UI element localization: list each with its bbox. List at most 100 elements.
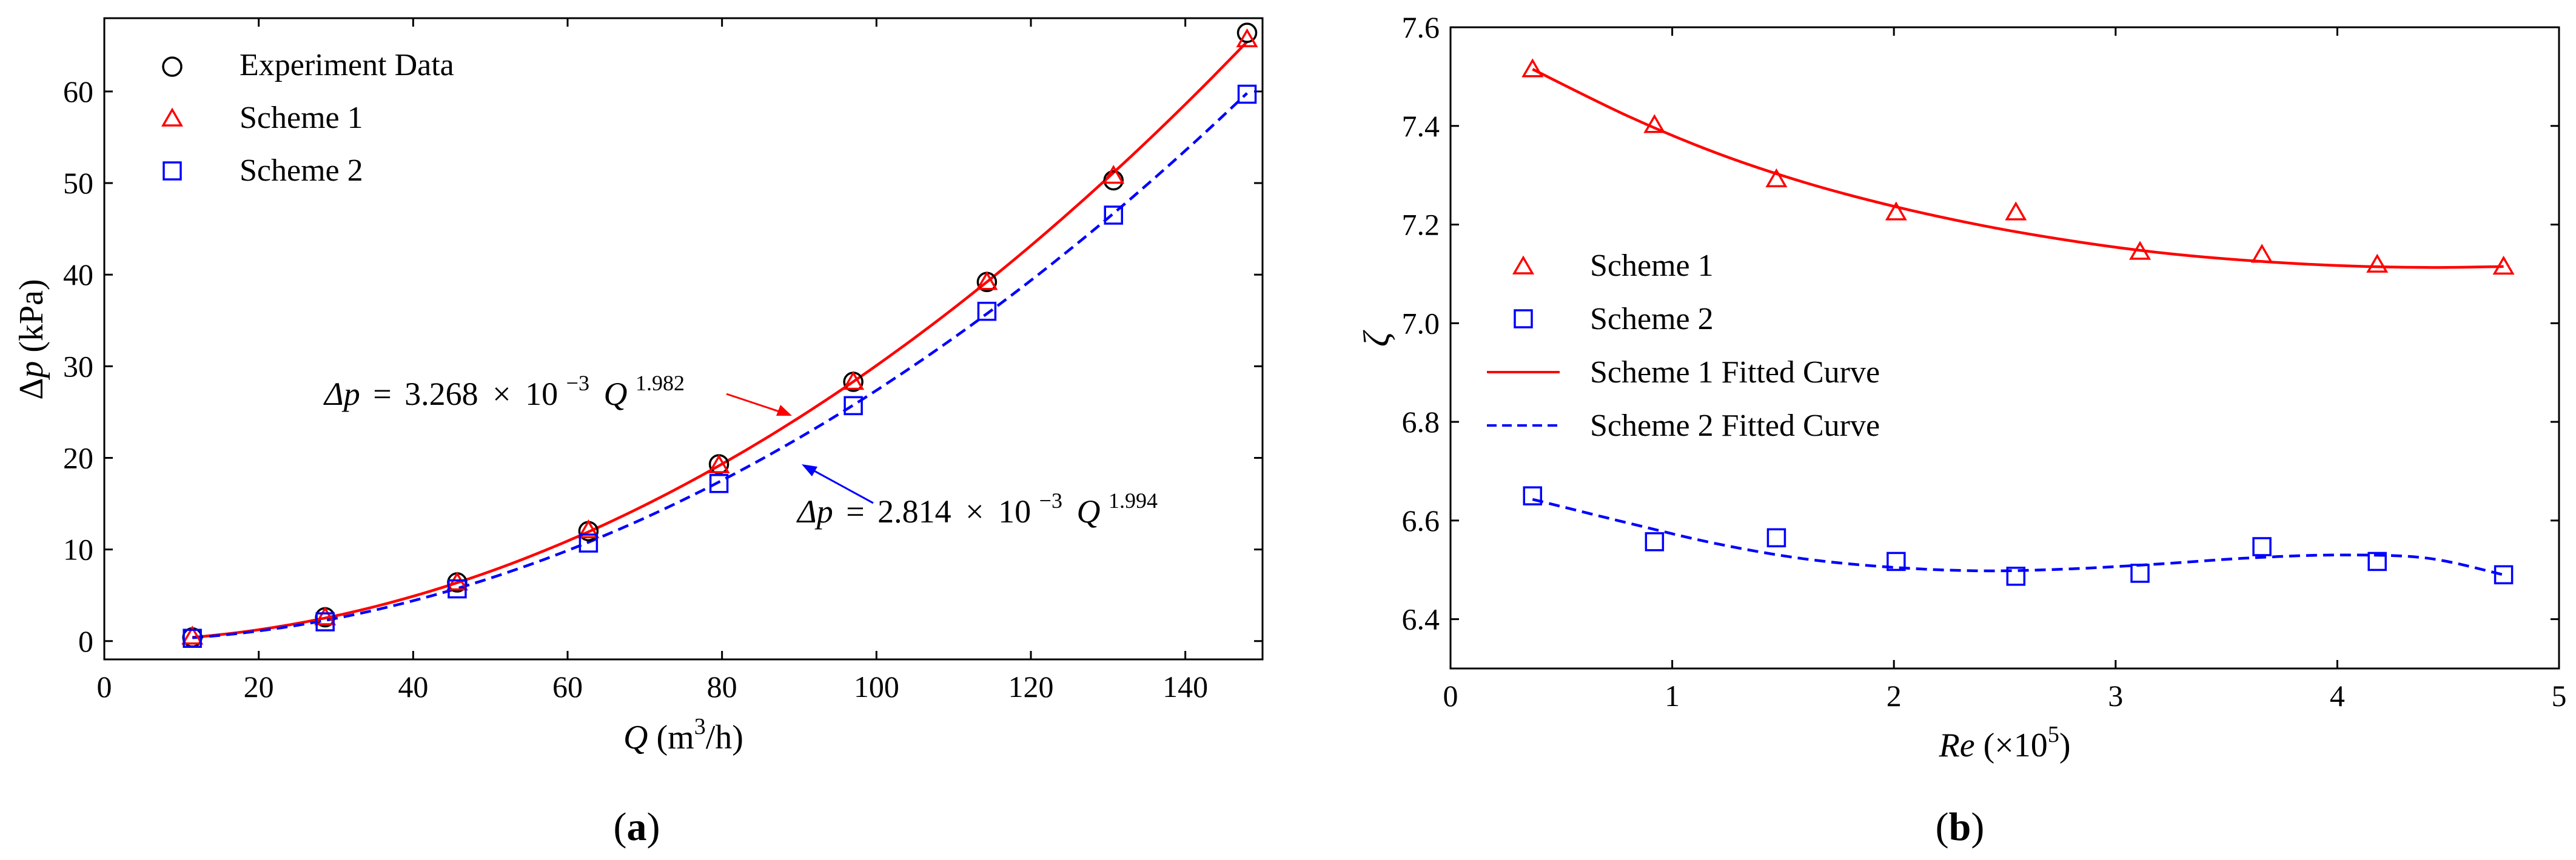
panel-a-fit-curves (192, 41, 1249, 639)
panel-a-ticks: 0 20 40 60 80 100 120 140 0 10 20 30 40 50 60 (63, 18, 1263, 704)
legend-marker-experiment (162, 56, 183, 77)
panel-a-legend: Experiment Data Scheme 1 Scheme 2 (161, 48, 454, 188)
eq2-var-exp: 1.994 (1109, 488, 1158, 513)
data-point-square (844, 396, 863, 416)
x-tick-label: 0 (97, 670, 112, 704)
data-point-square (579, 533, 599, 553)
x-tick-label: 140 (1162, 670, 1208, 704)
y-tick-label: 0 (78, 624, 93, 658)
y-tick-label: 6.4 (1402, 602, 1440, 636)
x-tick-label: 5 (2552, 679, 2567, 713)
data-point-triangle (2251, 244, 2273, 263)
data-point-triangle (181, 625, 204, 645)
data-point-triangle (1765, 168, 1788, 188)
y-tick-label: 7.0 (1402, 306, 1440, 340)
eq1-var-exp: 1.982 (636, 371, 685, 395)
y-tick-label: 7.6 (1402, 10, 1440, 44)
data-point-triangle (1236, 28, 1258, 48)
data-point-triangle (1521, 58, 1544, 78)
y-tick-label: 7.2 (1402, 208, 1440, 242)
x-tick-label: 60 (552, 670, 583, 704)
data-point-square (1887, 552, 1906, 572)
svg-text:Δp = 3.268: Δp = 3.268 × 10 −3 Q 1.982 (323, 361, 685, 412)
panel-b-x-axis-title: Re (×105) (1939, 722, 2071, 764)
annotation-arrows (726, 393, 874, 504)
y-tick-label: 7.4 (1402, 109, 1440, 143)
panel-b: 0 1 2 3 4 5 6.4 6.6 6.8 7.0 7.2 7.4 7.6 Scheme 1 Sch… (1357, 10, 2567, 849)
legend-marker-scheme1 (161, 107, 184, 127)
fit-curve-1 (192, 41, 1249, 639)
x-tick-label: 4 (2330, 679, 2345, 713)
legend-label-scheme1: Scheme 1 (240, 101, 363, 135)
panel-b-legend: Scheme 1 Scheme 2 Scheme 1 Fitted Curve … (1487, 248, 1880, 443)
data-point-triangle (1102, 164, 1125, 184)
eq1-lhs: Δp (323, 376, 360, 412)
y-tick-label: 60 (63, 75, 93, 108)
data-point-triangle (2005, 201, 2027, 221)
legend-b-marker-scheme2 (1514, 309, 1533, 328)
panel-a-label: (a) (614, 805, 660, 849)
data-point-triangle (2366, 253, 2389, 273)
data-point-triangle (2128, 241, 2152, 260)
eq2-base: 10 (998, 493, 1031, 530)
series-line-3 (1532, 68, 2504, 269)
panel-a: 0 20 40 60 80 100 120 140 0 10 20 30 40 50 60 Experime… (13, 17, 1264, 849)
legend-b-label-scheme2: Scheme 2 (1590, 302, 1714, 336)
legend-label-scheme2: Scheme 2 (240, 153, 363, 188)
data-point-triangle (708, 454, 730, 473)
eq2-lhs: Δp (796, 493, 833, 530)
x-tick-label: 40 (398, 670, 428, 704)
data-point-square (315, 612, 335, 632)
data-point-triangle (976, 271, 998, 290)
eq2-times: × (965, 493, 984, 530)
y-tick-label: 6.8 (1402, 405, 1440, 439)
eq2-var: Q (1076, 493, 1100, 530)
x-tick-label: 1 (1665, 679, 1680, 713)
panel-b-label: (b) (1936, 805, 1985, 849)
eq1-var: Q (603, 376, 627, 412)
y-tick-label: 30 (63, 349, 93, 383)
legend-b-marker-scheme1 (1512, 255, 1535, 275)
x-tick-label: 120 (1008, 670, 1054, 704)
legend-b-label-scheme1: Scheme 1 (1590, 248, 1714, 283)
data-point-square (1766, 528, 1786, 548)
eq1-equals: = (373, 376, 391, 412)
panel-a-y-axis-title: Δp (kPa) (13, 279, 50, 399)
x-tick-label: 20 (244, 670, 274, 704)
eq2-exp: −3 (1039, 488, 1062, 513)
panel-a-markers (181, 22, 1258, 648)
data-point-square (1645, 532, 1665, 552)
y-tick-label: 10 (63, 533, 93, 567)
data-point-square (1523, 486, 1543, 505)
x-tick-label: 80 (707, 670, 737, 704)
data-point-square (1104, 205, 1123, 225)
annotation-arrow-scheme2 (806, 465, 874, 504)
data-point-square (183, 628, 202, 648)
data-point-triangle (1885, 201, 1907, 221)
eq2-coef: 2.814 (877, 493, 951, 530)
data-point-square (1237, 84, 1257, 104)
eq1-base: 10 (525, 376, 558, 412)
legend-marker-scheme2 (163, 161, 182, 181)
x-tick-label: 100 (854, 670, 899, 704)
annotation-arrowhead-scheme2 (802, 464, 817, 476)
data-point-square (709, 474, 729, 493)
data-point-triangle (2492, 255, 2515, 275)
panel-a-plot-frame (103, 17, 1264, 661)
y-tick-label: 20 (63, 441, 93, 475)
eq1-times: × (492, 376, 511, 412)
eq1-coef: 3.268 (404, 376, 478, 412)
panel-b-markers (1521, 58, 2515, 586)
panel-a-x-axis-title: Q (m3/h) (623, 714, 743, 756)
y-tick-label: 50 (63, 166, 93, 200)
legend-b-label-scheme2-fit: Scheme 2 Fitted Curve (1590, 408, 1880, 443)
panel-b-ticks: 0 1 2 3 4 5 6.4 6.6 6.8 7.0 7.2 7.4 7.6 (1402, 10, 2567, 713)
data-point-triangle (577, 519, 600, 539)
legend-label-experiment: Experiment Data (240, 48, 454, 82)
x-tick-label: 2 (1887, 679, 1902, 713)
data-point-triangle (842, 371, 865, 390)
data-point-circle (1103, 170, 1124, 191)
data-point-triangle (314, 606, 337, 625)
